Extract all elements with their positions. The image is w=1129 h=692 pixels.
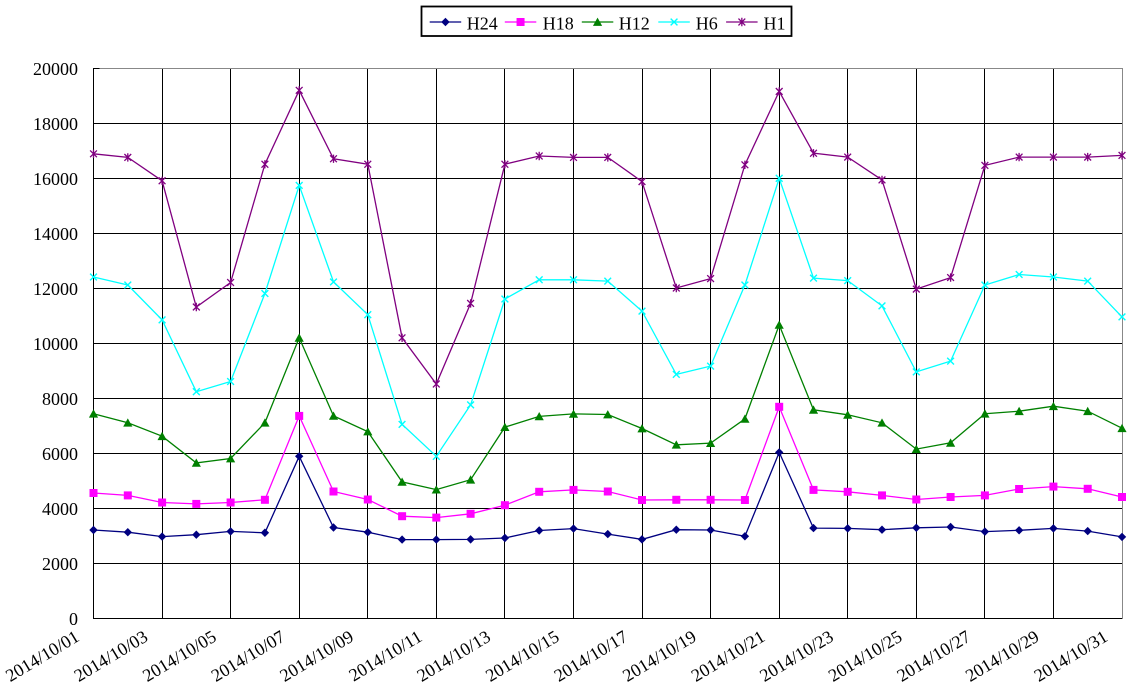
svg-text:H12: H12	[619, 14, 650, 34]
svg-text:16000: 16000	[33, 169, 78, 189]
svg-text:12000: 12000	[33, 279, 78, 299]
svg-text:10000: 10000	[33, 334, 78, 354]
svg-text:H18: H18	[543, 14, 574, 34]
svg-text:4000: 4000	[42, 499, 78, 519]
svg-text:18000: 18000	[33, 114, 78, 134]
svg-text:14000: 14000	[33, 224, 78, 244]
svg-text:H24: H24	[467, 14, 498, 34]
svg-text:20000: 20000	[33, 59, 78, 79]
svg-text:8000: 8000	[42, 389, 78, 409]
svg-text:2000: 2000	[42, 554, 78, 574]
svg-text:6000: 6000	[42, 444, 78, 464]
svg-text:0: 0	[69, 609, 78, 629]
svg-text:H6: H6	[696, 14, 718, 34]
svg-text:H1: H1	[764, 14, 786, 34]
